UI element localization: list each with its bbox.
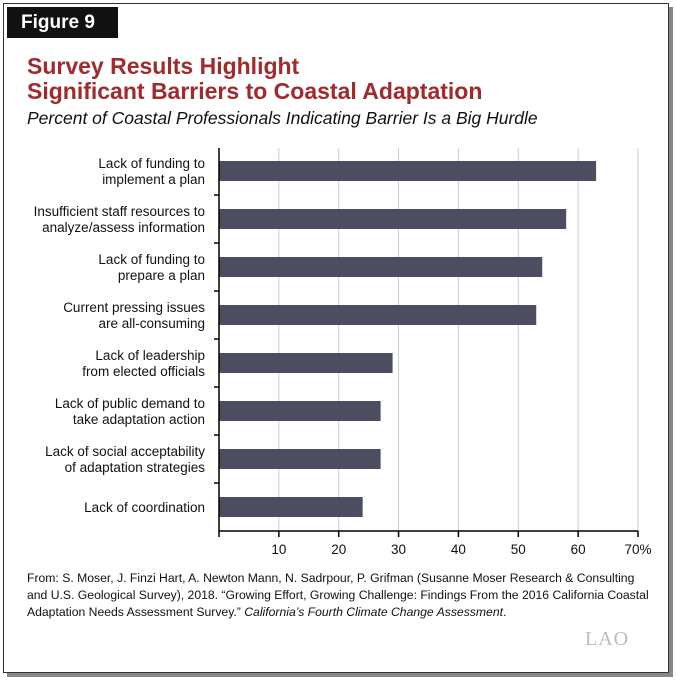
x-tick-label: 70% xyxy=(624,542,651,557)
category-label: of adaptation strategies xyxy=(65,460,206,475)
category-label: take adaptation action xyxy=(73,412,205,427)
bar xyxy=(219,209,567,229)
bar xyxy=(219,449,381,469)
x-tick-label: 30 xyxy=(391,542,406,557)
bar xyxy=(219,161,597,181)
bar xyxy=(219,497,363,517)
bar xyxy=(219,353,393,373)
category-label: Insufficient staff resources to xyxy=(34,204,205,219)
source-note: From: S. Moser, J. Finzi Hart, A. Newton… xyxy=(27,570,657,621)
chart-subtitle: Percent of Coastal Professionals Indicat… xyxy=(27,108,538,128)
category-label: Lack of funding to xyxy=(98,156,205,171)
category-label: Lack of coordination xyxy=(84,500,205,515)
title-line-2: Significant Barriers to Coastal Adaptati… xyxy=(27,78,483,104)
x-tick-label: 10 xyxy=(271,542,286,557)
category-label: Lack of public demand to xyxy=(55,396,205,411)
source-italic: California’s Fourth Climate Change Asses… xyxy=(244,605,503,619)
x-tick-label: 20 xyxy=(331,542,346,557)
figure-frame xyxy=(3,3,669,673)
category-label: Lack of leadership xyxy=(95,348,205,363)
bar xyxy=(219,401,381,421)
category-label: implement a plan xyxy=(102,172,205,187)
x-tick-label: 50 xyxy=(511,542,526,557)
title-line-1: Survey Results Highlight xyxy=(27,53,300,79)
x-tick-label: 60 xyxy=(571,542,586,557)
source-text: From: S. Moser, J. Finzi Hart, A. Newton… xyxy=(27,571,649,619)
chart-title: Survey Results Highlight Significant Bar… xyxy=(27,54,482,104)
category-label: analyze/assess information xyxy=(42,220,205,235)
category-label: Current pressing issues xyxy=(63,300,205,315)
figure-label: Figure 9 xyxy=(7,7,118,38)
category-label: Lack of social acceptability xyxy=(45,444,205,459)
category-label: are all-consuming xyxy=(98,316,205,331)
bar-chart: 10 20 30 40 50 60 70%Lack of funding toimpleme… xyxy=(34,148,652,557)
source-end: . xyxy=(503,605,507,619)
lao-logo: LAO xyxy=(585,628,630,650)
bar xyxy=(219,305,537,325)
bar xyxy=(219,257,543,277)
category-label: Lack of funding to xyxy=(98,252,205,267)
x-tick-label: 40 xyxy=(451,542,466,557)
category-label: from elected officials xyxy=(82,364,205,379)
category-label: prepare a plan xyxy=(118,268,205,283)
